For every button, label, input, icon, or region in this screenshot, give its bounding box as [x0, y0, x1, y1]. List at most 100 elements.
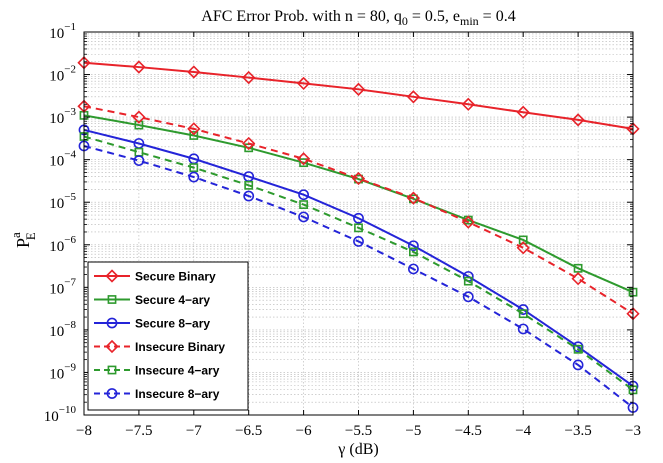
series-layer: [77, 56, 640, 413]
y-tick-label: 10−2: [49, 64, 76, 85]
data-point: [407, 263, 419, 275]
data-point: [133, 155, 145, 167]
legend-entry: Insecure Binary: [94, 339, 225, 354]
data-point: [132, 60, 146, 74]
legend-entry: Secure 4−ary: [94, 293, 210, 307]
data-point: [244, 180, 254, 190]
y-tick-label: 10−1: [49, 21, 76, 42]
data-point: [572, 341, 584, 353]
legend-label: Insecure 8−ary: [135, 387, 220, 401]
series-line: [83, 114, 634, 294]
series-line: [83, 105, 634, 315]
x-tick-label: −5.5: [345, 423, 372, 439]
series-secure-binary: [77, 56, 640, 136]
data-point: [296, 152, 311, 166]
legend-label: Secure 4−ary: [135, 293, 210, 307]
data-point: [571, 113, 585, 127]
data-point: [518, 309, 528, 319]
data-point: [572, 359, 584, 371]
data-point: [134, 120, 144, 130]
data-point: [242, 136, 256, 151]
y-tick-label: 10−5: [49, 191, 76, 212]
data-point: [408, 194, 418, 204]
legend-entry: Insecure 4−ary: [94, 364, 220, 378]
chart-title: AFC Error Prob. with n = 80, q0 = 0.5, e…: [201, 8, 515, 28]
x-tick-label: −5: [405, 423, 421, 439]
data-point: [296, 76, 311, 91]
data-point: [408, 247, 418, 257]
data-point: [463, 276, 473, 286]
data-point: [298, 211, 309, 223]
data-point: [354, 223, 363, 233]
series-line: [83, 144, 634, 409]
data-point: [189, 163, 199, 173]
legend-label: Insecure 4−ary: [135, 364, 220, 378]
data-point: [299, 200, 308, 209]
data-point: [407, 240, 419, 252]
legend-label: Secure 8−ary: [135, 317, 210, 331]
legend-entry: Secure Binary: [94, 269, 216, 284]
y-tick-label: 10−4: [49, 149, 76, 170]
data-point: [132, 110, 146, 124]
x-tick-label: −6.5: [235, 423, 262, 439]
x-axis-label: γ (dB): [337, 441, 378, 458]
data-point: [242, 70, 256, 85]
legend-entry: Insecure 8−ary: [94, 387, 220, 401]
data-point: [571, 272, 585, 286]
legend-swatch-marker: [106, 388, 118, 399]
legend-box: [87, 261, 249, 411]
legend: Secure Binary Secure 4−ary Secure 8−ary Ins…: [87, 261, 249, 411]
series-line: [83, 61, 634, 130]
data-point: [298, 189, 309, 201]
data-point: [299, 158, 308, 168]
data-point: [187, 65, 201, 79]
series-insecure-8-ary: [78, 140, 639, 413]
legend-entry: Secure 8−ary: [94, 317, 210, 331]
legend-swatch-marker: [105, 339, 119, 354]
data-point: [243, 190, 255, 202]
x-tick-label: −8: [76, 423, 92, 439]
data-point: [353, 212, 364, 224]
x-tick-label: −4.5: [455, 423, 482, 439]
y-tick-label: 10−6: [49, 234, 76, 255]
legend-label: Insecure Binary: [135, 340, 225, 354]
data-point: [189, 131, 199, 140]
y-tick-label: 10−10: [44, 404, 77, 425]
data-point: [406, 90, 421, 104]
data-point: [187, 122, 201, 136]
y-tick-label: 10−8: [49, 319, 76, 340]
x-tick-label: −6: [296, 423, 312, 439]
data-point: [516, 105, 530, 119]
data-point: [516, 241, 530, 255]
data-point: [354, 174, 363, 184]
y-tick-label: 10−3: [49, 106, 76, 127]
data-point: [573, 344, 583, 354]
series-insecure-binary: [77, 99, 640, 321]
data-point: [518, 235, 528, 245]
ticks: [83, 31, 634, 416]
data-point: [461, 97, 475, 111]
tick-labels: −8 −7.5 −7 −6.5 −6 −5.5 −5 −4.5 −4 −3.5 −3 10−1 10−2…: [44, 21, 641, 439]
data-point: [517, 304, 529, 315]
data-point: [351, 171, 366, 186]
x-tick-label: −3: [625, 423, 641, 439]
data-point: [462, 291, 474, 303]
x-tick-label: −3.5: [564, 423, 591, 439]
legend-swatch-marker: [106, 317, 118, 329]
data-point: [353, 236, 364, 247]
x-tick-label: −4: [515, 423, 531, 439]
data-point: [461, 215, 475, 229]
data-point: [517, 323, 529, 335]
data-point: [188, 171, 200, 183]
y-tick-label: 10−7: [49, 276, 76, 297]
series-line: [83, 128, 634, 387]
data-point: [406, 191, 421, 205]
data-point: [573, 263, 583, 273]
y-tick-label: 10−9: [49, 361, 76, 382]
x-tick-label: −7: [186, 423, 202, 439]
legend-label: Secure Binary: [135, 270, 216, 284]
y-axis-label: PaE: [8, 232, 38, 248]
series-secure-4-ary: [79, 110, 638, 297]
x-tick-label: −7.5: [125, 423, 152, 439]
